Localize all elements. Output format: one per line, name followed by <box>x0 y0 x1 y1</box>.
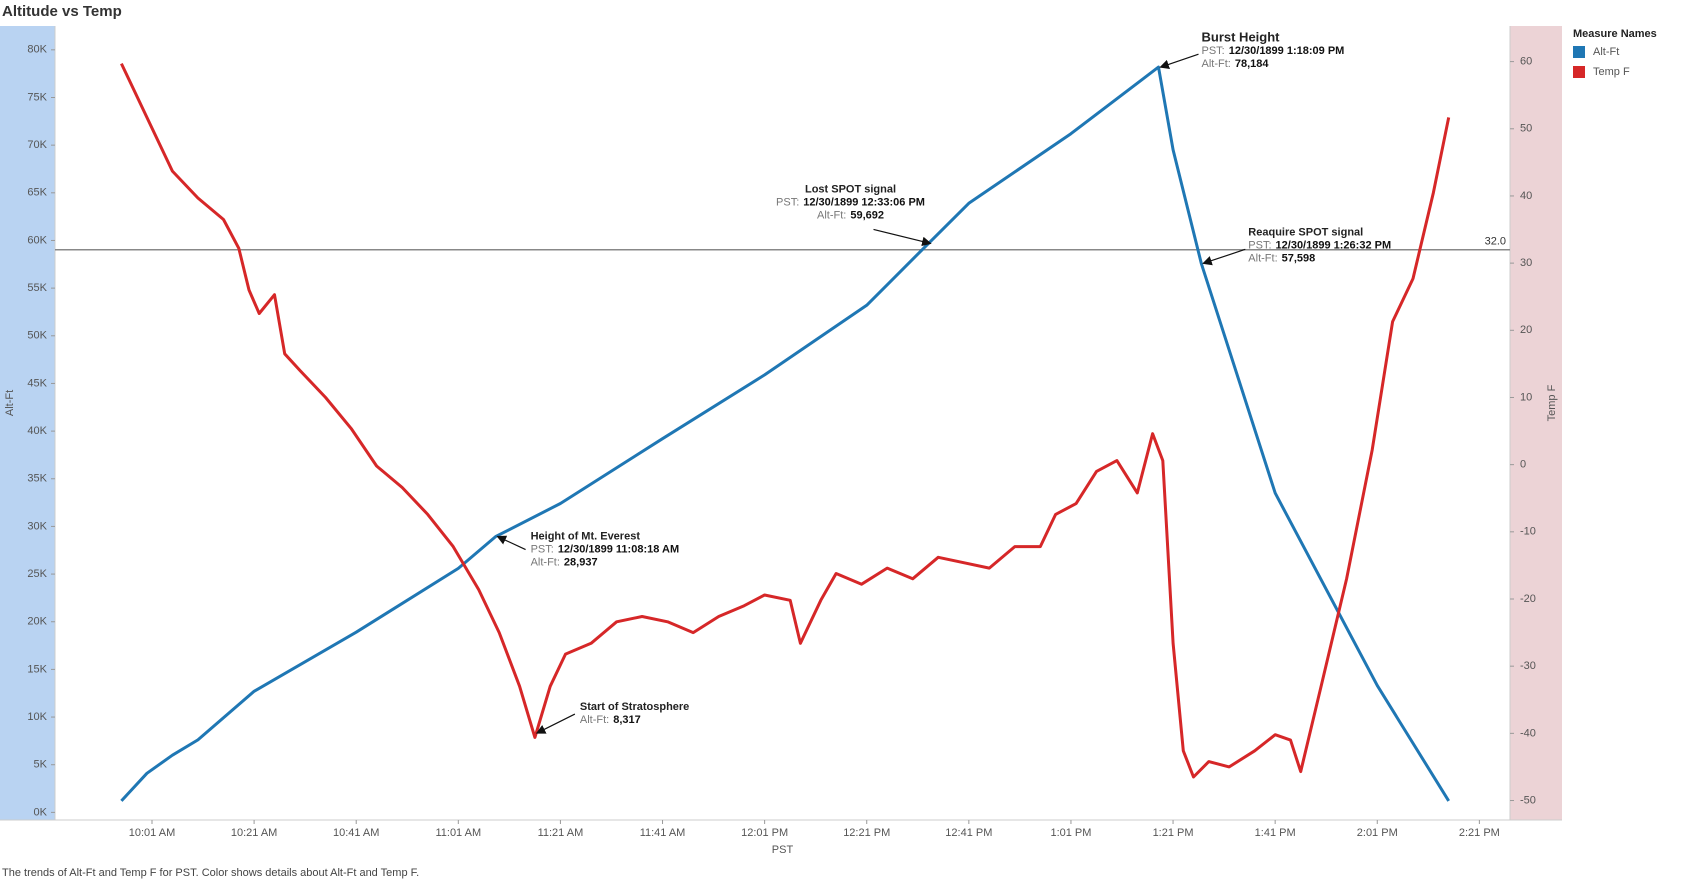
annotation-key: PST: <box>531 543 554 555</box>
x-tick-label: 12:21 PM <box>843 827 890 839</box>
annotation-arrow <box>535 713 576 734</box>
y2-tick-label: 50 <box>1520 123 1532 135</box>
annotation-value: 12/30/1899 12:33:06 PM <box>803 196 925 208</box>
legend-title: Measure Names <box>1573 28 1657 40</box>
y2-tick-label: -30 <box>1520 660 1536 672</box>
annotation-title: Height of Mt. Everest <box>531 530 641 542</box>
annotation-value: 57,598 <box>1282 252 1316 264</box>
annotation-value: 78,184 <box>1235 58 1270 70</box>
y-tick-label: 70K <box>27 139 47 151</box>
y2-axis-band <box>1510 26 1562 820</box>
annotation-line: Alt-Ft: 59,692 <box>817 209 884 221</box>
chart-title: Altitude vs Temp <box>2 3 122 20</box>
y2-tick-label: 10 <box>1520 391 1532 403</box>
y2-tick-label: -50 <box>1520 794 1536 806</box>
y2-tick-label: -20 <box>1520 593 1536 605</box>
x-tick-label: 12:01 PM <box>741 827 788 839</box>
x-axis-label: PST <box>772 844 794 856</box>
annotation-key: Alt-Ft: <box>817 209 846 221</box>
y-tick-label: 65K <box>27 187 47 199</box>
y2-axis-label: Temp F <box>1546 384 1558 421</box>
series-line <box>120 62 1451 779</box>
x-tick-label: 11:21 AM <box>538 827 584 839</box>
y-tick-label: 30K <box>27 520 47 532</box>
y-tick-label: 5K <box>34 759 48 771</box>
annotation-key: PST: <box>1202 45 1225 57</box>
series-line <box>120 65 1450 802</box>
y2-tick-label: 30 <box>1520 257 1532 269</box>
x-tick-label: 10:21 AM <box>231 827 277 839</box>
annotation-key: Alt-Ft: <box>580 714 609 726</box>
y-tick-label: 35K <box>27 473 47 485</box>
y-tick-label: 60K <box>27 234 47 246</box>
y2-tick-label: 20 <box>1520 324 1532 336</box>
annotation-key: Alt-Ft: <box>1248 252 1277 264</box>
x-tick-label: 1:01 PM <box>1050 827 1091 839</box>
annotation-arrow <box>496 535 526 551</box>
annotation-key: PST: <box>776 196 799 208</box>
x-tick-label: 10:01 AM <box>129 827 175 839</box>
annotation-line: Alt-Ft: 28,937 <box>531 556 598 568</box>
annotation-arrow <box>1202 248 1246 266</box>
x-tick-label: 1:41 PM <box>1255 827 1296 839</box>
y-tick-label: 45K <box>27 377 47 389</box>
y-tick-label: 15K <box>27 663 47 675</box>
x-tick-label: 11:41 AM <box>640 827 686 839</box>
x-tick-label: 10:41 AM <box>333 827 379 839</box>
annotation-value: 8,317 <box>613 714 641 726</box>
y2-tick-label: -10 <box>1520 526 1536 538</box>
y-tick-label: 80K <box>27 44 47 56</box>
annotation-key: Alt-Ft: <box>531 556 560 568</box>
y-axis-label: Alt-Ft <box>4 390 16 416</box>
y-tick-label: 40K <box>27 425 47 437</box>
annotation-value: 59,692 <box>850 209 884 221</box>
annotation-value: 12/30/1899 11:08:18 AM <box>558 543 679 555</box>
reference-line-label: 32.0 <box>1485 236 1506 248</box>
y-axis-band <box>0 26 55 820</box>
y-tick-label: 50K <box>27 330 47 342</box>
annotation-title: Lost SPOT signal <box>805 183 896 195</box>
x-tick-label: 1:21 PM <box>1153 827 1194 839</box>
annotation-line: PST: 12/30/1899 1:18:09 PM <box>1202 45 1345 57</box>
annotation-value: 12/30/1899 1:26:32 PM <box>1276 239 1392 251</box>
x-tick-label: 2:01 PM <box>1357 827 1398 839</box>
y2-tick-label: 60 <box>1520 56 1532 68</box>
annotation-key: Alt-Ft: <box>1202 58 1231 70</box>
y-tick-label: 55K <box>27 282 47 294</box>
annotation-line: Alt-Ft: 78,184 <box>1202 58 1270 70</box>
y-tick-label: 75K <box>27 91 47 103</box>
y-tick-label: 25K <box>27 568 47 580</box>
x-tick-label: 12:41 PM <box>945 827 992 839</box>
annotation-title: Burst Height <box>1202 30 1281 45</box>
y-tick-label: 10K <box>27 711 47 723</box>
annotation-title: Start of Stratosphere <box>580 701 689 713</box>
annotation-arrow <box>873 228 932 247</box>
legend-swatch <box>1573 46 1585 58</box>
caption: The trends of Alt-Ft and Temp F for PST.… <box>2 867 419 879</box>
annotation-key: PST: <box>1248 239 1271 251</box>
y2-tick-label: -40 <box>1520 727 1536 739</box>
annotation-arrow <box>1159 53 1199 69</box>
annotation-line: Alt-Ft: 8,317 <box>580 714 641 726</box>
y-tick-label: 20K <box>27 616 47 628</box>
annotation-value: 12/30/1899 1:18:09 PM <box>1229 45 1345 57</box>
annotation-value: 28,937 <box>564 556 598 568</box>
legend-label: Temp F <box>1593 66 1630 78</box>
legend-label: Alt-Ft <box>1593 46 1619 58</box>
y-tick-label: 0K <box>34 806 48 818</box>
annotation-line: Alt-Ft: 57,598 <box>1248 252 1315 264</box>
annotation-line: PST: 12/30/1899 1:26:32 PM <box>1248 239 1391 251</box>
y2-tick-label: 0 <box>1520 459 1526 471</box>
annotation-title: Reaquire SPOT signal <box>1248 226 1363 238</box>
legend-swatch <box>1573 66 1585 78</box>
annotation-line: PST: 12/30/1899 11:08:18 AM <box>531 543 680 555</box>
x-tick-label: 2:21 PM <box>1459 827 1500 839</box>
x-tick-label: 11:01 AM <box>435 827 481 839</box>
annotation-line: PST: 12/30/1899 12:33:06 PM <box>776 196 925 208</box>
y2-tick-label: 40 <box>1520 190 1532 202</box>
